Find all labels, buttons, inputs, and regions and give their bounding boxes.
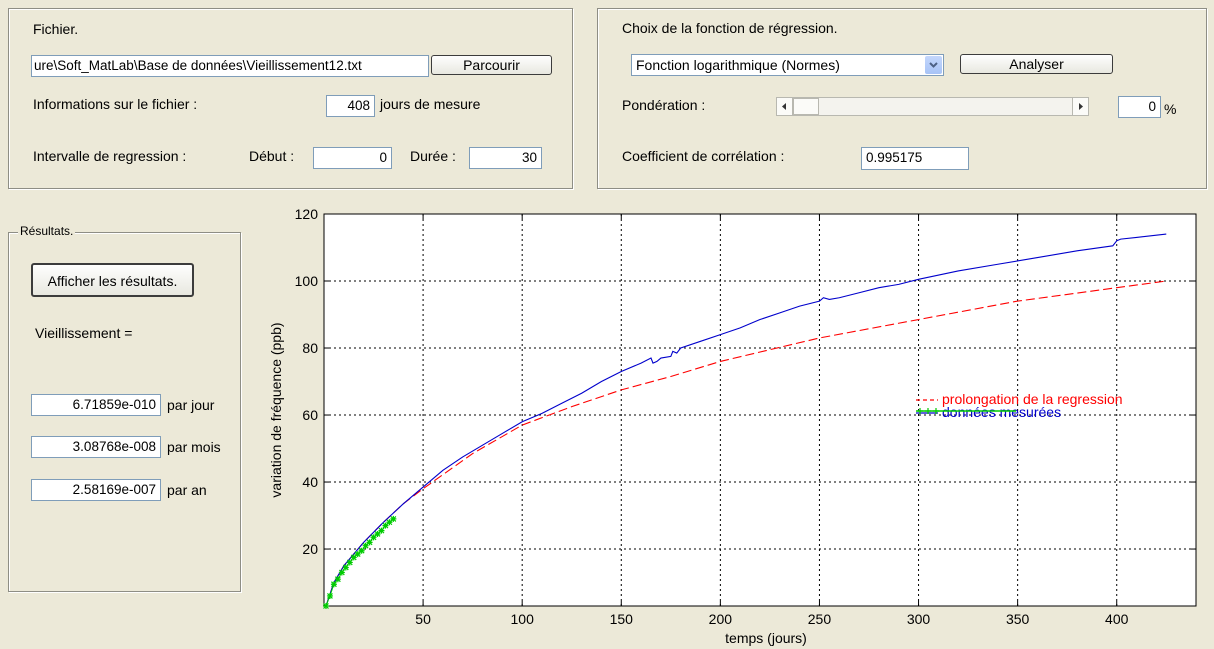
x-axis-label: temps (jours) (725, 630, 807, 646)
x-tick-label: 100 (511, 611, 535, 627)
duration-label: Durée : (410, 148, 456, 164)
data-point (358, 547, 365, 554)
y-tick-label: 60 (302, 407, 318, 423)
weighting-unit-label: % (1164, 101, 1177, 117)
data-point (354, 551, 361, 558)
data-point (390, 515, 397, 522)
x-tick-label: 150 (610, 611, 634, 627)
results-panel-title: Résultats. (18, 224, 76, 238)
results-panel (8, 232, 241, 592)
data-point (342, 564, 349, 571)
data-point (374, 530, 381, 537)
days-count-field[interactable]: 408 (326, 95, 375, 117)
aging-per-day-unit: par jour (167, 397, 215, 413)
data-point (382, 522, 389, 529)
data-point (370, 534, 377, 541)
data-point (386, 519, 393, 526)
x-tick-label: 200 (709, 611, 733, 627)
weighting-value-field[interactable]: 0 (1118, 96, 1161, 118)
chart-series (322, 233, 1167, 609)
file-path-field[interactable]: ure\Soft_MatLab\Base de données\Vieillis… (31, 55, 429, 77)
regression-panel (597, 8, 1207, 189)
series-fit-line (325, 518, 394, 607)
y-tick-label: 20 (302, 541, 318, 557)
series-measured-data (325, 233, 1167, 607)
data-point (346, 559, 353, 566)
y-tick-label: 40 (302, 474, 318, 490)
aging-label: Vieillissement = (35, 325, 133, 341)
data-point (322, 603, 329, 609)
slider-right-arrow-icon[interactable] (1072, 98, 1088, 115)
y-axis-label: variation de fréquence (ppb) (268, 322, 284, 497)
start-label: Début : (249, 148, 295, 164)
legend-label: données mesurées (942, 404, 1061, 420)
chart-grid (324, 214, 1196, 606)
aging-per-day-field[interactable]: 6.71859e-010 (31, 394, 161, 416)
start-field[interactable]: 0 (313, 147, 392, 169)
chevron-down-icon[interactable] (925, 56, 942, 74)
legend-swatch-marker (917, 408, 923, 414)
browse-button[interactable]: Parcourir (431, 55, 552, 75)
aging-per-month-unit: par mois (167, 439, 221, 455)
x-axis-ticks: 50 100 150 200 250 300 350 400 (415, 214, 1129, 627)
y-tick-label: 100 (295, 273, 319, 289)
days-unit-label: jours de mesure (380, 96, 481, 112)
correlation-label: Coefficient de corrélation : (622, 148, 785, 164)
slider-thumb[interactable] (793, 98, 819, 115)
x-tick-label: 50 (415, 611, 431, 627)
aging-per-month-field[interactable]: 3.08768e-008 (31, 436, 161, 458)
slider-left-arrow-icon[interactable] (777, 98, 793, 115)
y-tick-label: 120 (295, 206, 319, 222)
data-point (334, 576, 341, 583)
weighting-label: Pondération : (622, 97, 706, 113)
legend-label: prolongation de la regression (942, 391, 1123, 407)
data-point (350, 554, 357, 561)
show-results-button[interactable]: Afficher les résultats. (31, 263, 194, 297)
analyze-button[interactable]: Analyser (960, 54, 1113, 74)
file-panel (8, 8, 573, 189)
interval-label: Intervalle de regression : (33, 148, 187, 164)
data-point (330, 581, 337, 588)
data-point (326, 592, 333, 599)
data-point (362, 542, 369, 549)
plot-area (323, 213, 1197, 607)
weighting-slider[interactable] (776, 97, 1089, 116)
data-point (338, 569, 345, 576)
file-panel-title: Fichier. (33, 21, 79, 37)
x-tick-label: 250 (808, 611, 832, 627)
regression-panel-title: Choix de la fonction de régression. (622, 20, 838, 36)
y-tick-label: 80 (302, 340, 318, 356)
legend-swatch-marker (925, 408, 931, 414)
function-select-value: Fonction logarithmique (Normes) (636, 57, 840, 73)
aging-per-year-unit: par an (167, 482, 207, 498)
x-tick-label: 400 (1105, 611, 1129, 627)
x-tick-label: 350 (1006, 611, 1030, 627)
correlation-value-field[interactable]: 0.995175 (861, 147, 969, 170)
data-point (366, 539, 373, 546)
legend-swatch-marker (933, 408, 939, 414)
function-select[interactable]: Fonction logarithmique (Normes) (631, 54, 944, 76)
data-point (378, 527, 385, 534)
duration-field[interactable]: 30 (469, 147, 542, 169)
aging-per-year-field[interactable]: 2.58169e-007 (31, 479, 161, 501)
x-tick-label: 300 (907, 611, 931, 627)
file-info-label: Informations sur le fichier : (33, 96, 198, 112)
series-fit-points (322, 515, 397, 609)
series-regression-extension (325, 280, 1167, 607)
y-axis-ticks: 20 40 60 80 100 120 (295, 206, 1196, 557)
